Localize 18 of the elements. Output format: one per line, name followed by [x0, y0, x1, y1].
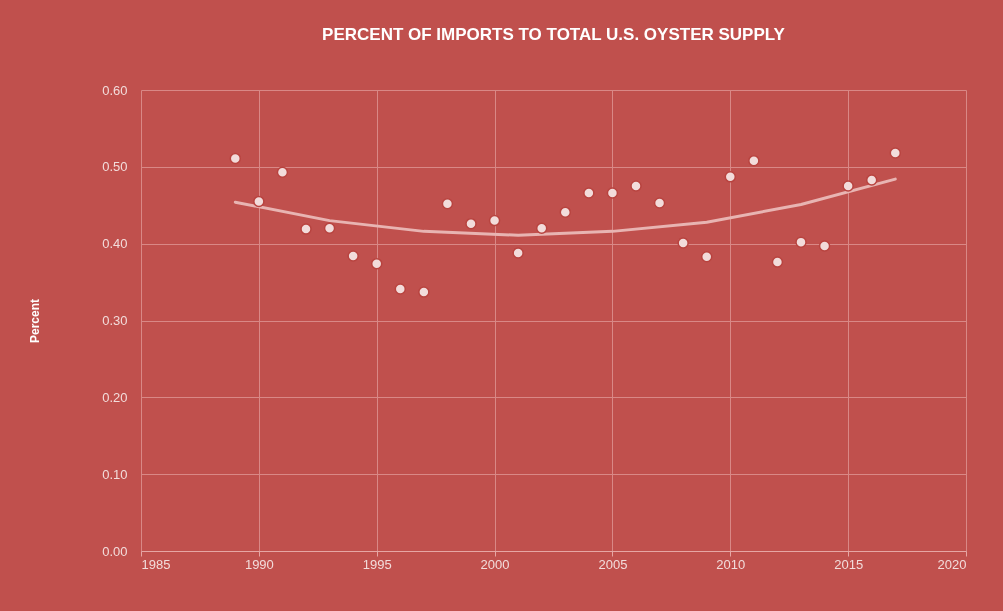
y-tick-label: 0.10 — [102, 466, 128, 482]
x-tick-label: 1995 — [362, 556, 392, 572]
y-tick-label: 0.20 — [102, 389, 128, 405]
x-tick-label: 2000 — [480, 556, 510, 572]
x-tick-label: 2015 — [834, 556, 864, 572]
y-tick-label: 0.50 — [102, 159, 128, 175]
chart-title: PERCENT OF IMPORTS TO TOTAL U.S. OYSTER SUPPLY — [322, 25, 786, 44]
x-tick-label: 2010 — [716, 556, 746, 572]
x-tick-label: 2020 — [937, 556, 967, 572]
y-tick-label: 0.60 — [102, 82, 128, 98]
y-tick-label: 0.30 — [102, 313, 128, 328]
y-tick-label: 0.00 — [102, 543, 128, 559]
y-axis-title: Percent — [28, 298, 43, 344]
x-tick-label: 1990 — [244, 556, 274, 572]
x-tick-label: 1985 — [141, 556, 171, 572]
line-series — [233, 177, 897, 237]
x-tick-label: 2005 — [598, 556, 628, 572]
y-tick-label: 0.40 — [102, 236, 128, 252]
